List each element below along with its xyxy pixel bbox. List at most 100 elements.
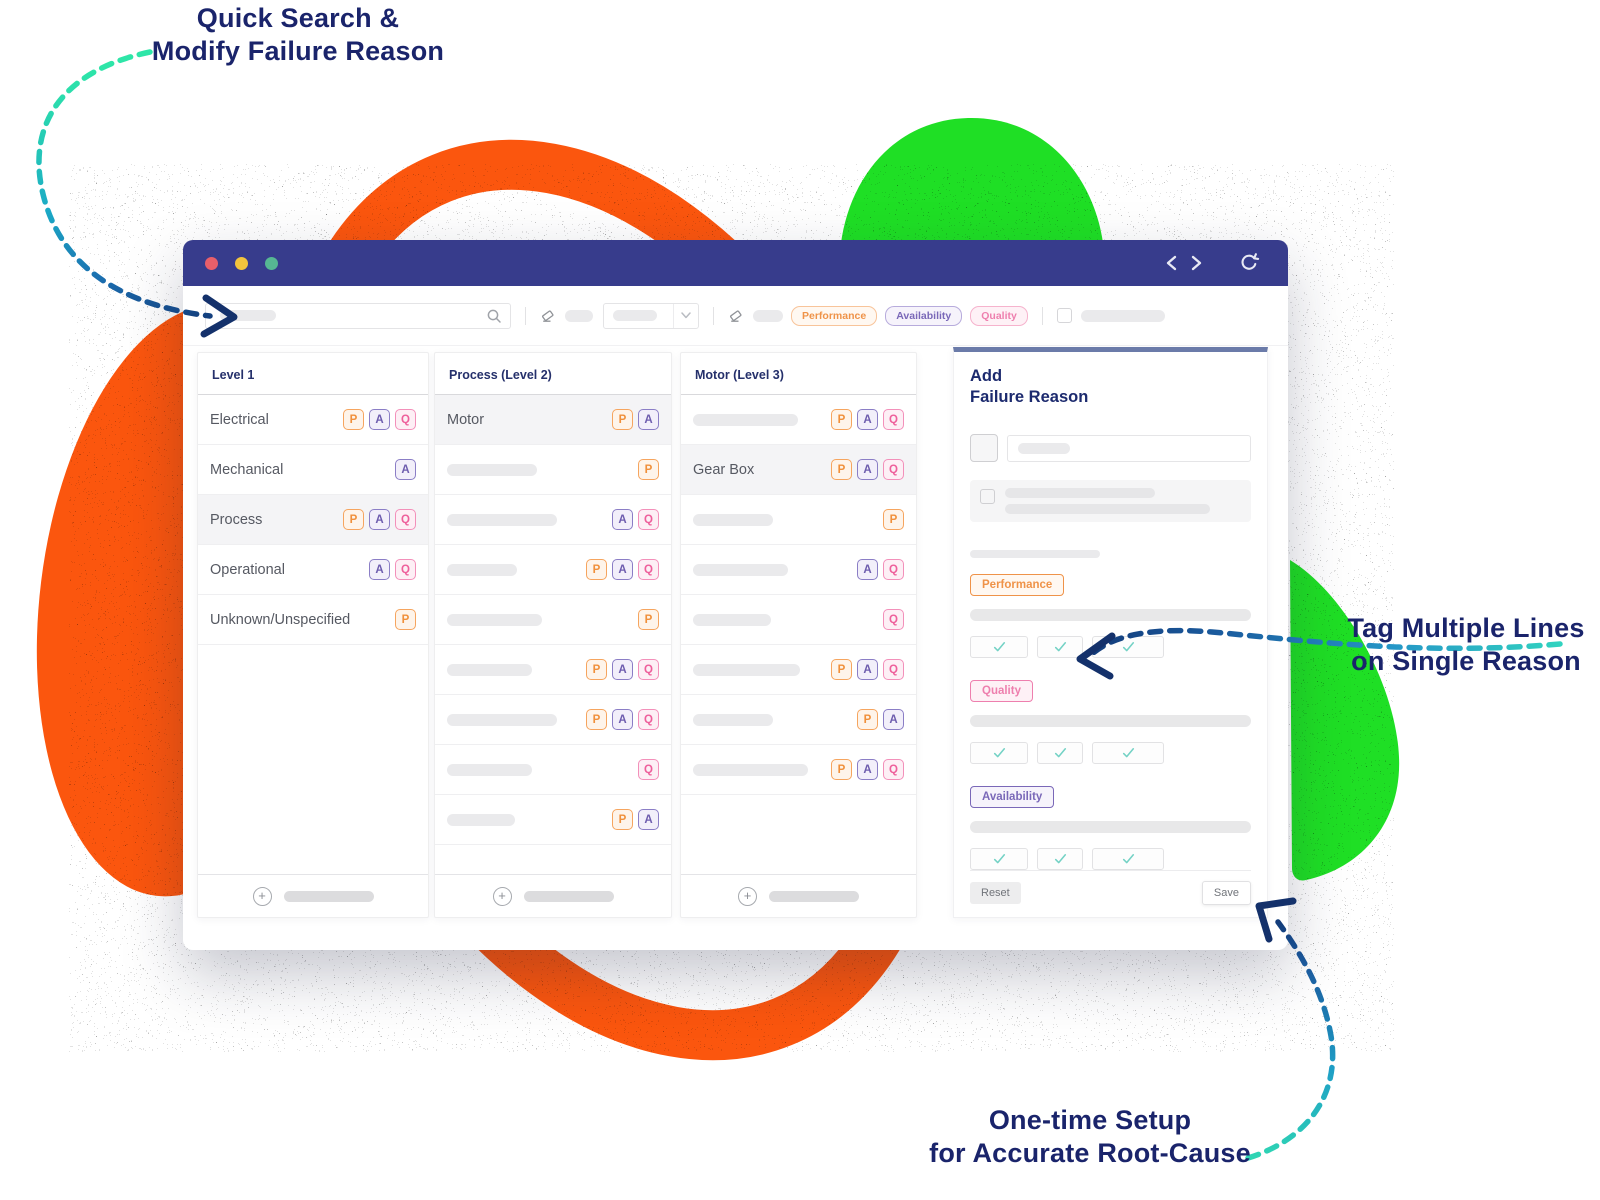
- badge-a: A: [369, 509, 390, 530]
- list-item[interactable]: Gear Box P A Q: [681, 445, 916, 495]
- badge-a: A: [857, 759, 878, 780]
- reason-option-card: [970, 480, 1251, 522]
- option-checkbox[interactable]: [980, 489, 995, 504]
- list-item[interactable]: Electrical P A Q: [198, 395, 428, 445]
- eraser-icon[interactable]: [540, 308, 556, 324]
- badge-p: P: [612, 409, 633, 430]
- zoom-window-button[interactable]: [265, 257, 278, 270]
- reset-button[interactable]: Reset: [970, 882, 1021, 904]
- line-checkbox[interactable]: [1092, 742, 1164, 764]
- filter-tag-availability[interactable]: Availability: [885, 305, 963, 326]
- search-input[interactable]: [205, 302, 511, 329]
- check-icon: [1122, 854, 1134, 864]
- column-footer: +: [681, 874, 916, 917]
- badge-q: Q: [638, 709, 659, 730]
- add-item-button[interactable]: +: [492, 886, 512, 906]
- badge-q: Q: [395, 559, 416, 580]
- line-checkbox[interactable]: [1037, 848, 1083, 870]
- list-item[interactable]: Mechanical A: [198, 445, 428, 495]
- placeholder-pill: [693, 513, 773, 526]
- badge-group: P: [395, 609, 416, 630]
- badge-a: A: [612, 709, 633, 730]
- list-item[interactable]: Q: [681, 595, 916, 645]
- list-item[interactable]: Operational A Q: [198, 545, 428, 595]
- item-label: Operational: [210, 561, 285, 578]
- placeholder-pill: [447, 713, 557, 726]
- badge-group: P: [638, 609, 659, 630]
- filter-tag-performance[interactable]: Performance: [791, 305, 878, 326]
- eraser-icon[interactable]: [728, 308, 744, 324]
- badge-a: A: [857, 659, 878, 680]
- annotation-quick-search: Quick Search & Modify Failure Reason: [118, 2, 478, 68]
- placeholder-bar: [970, 609, 1251, 621]
- line-checkbox[interactable]: [970, 742, 1028, 764]
- add-item-button[interactable]: +: [252, 886, 272, 906]
- badge-a: A: [857, 409, 878, 430]
- line-checkbox[interactable]: [1037, 742, 1083, 764]
- panel-title: Add Failure Reason: [970, 366, 1251, 408]
- list-item[interactable]: Process P A Q: [198, 495, 428, 545]
- line-checkbox[interactable]: [1092, 848, 1164, 870]
- toolbar-checkbox[interactable]: [1056, 308, 1072, 323]
- add-item-button[interactable]: +: [738, 886, 757, 906]
- badge-p: P: [395, 609, 416, 630]
- placeholder-pill: [970, 550, 1100, 558]
- badge-p: P: [638, 609, 659, 630]
- column-rows: Motor P A P A Q P A Q P P A Q P A Q Q P A: [435, 395, 671, 845]
- badge-q: Q: [638, 509, 659, 530]
- reason-name-input[interactable]: [1007, 434, 1251, 462]
- forward-icon[interactable]: [1191, 255, 1202, 271]
- check-icon: [1054, 642, 1066, 652]
- list-item[interactable]: Q: [435, 745, 671, 795]
- filter-tag-quality[interactable]: Quality: [970, 305, 1028, 326]
- list-item[interactable]: Motor P A: [435, 395, 671, 445]
- badge-q: Q: [883, 659, 904, 680]
- list-item[interactable]: P: [435, 445, 671, 495]
- list-item[interactable]: P: [681, 495, 916, 545]
- badge-a: A: [612, 509, 633, 530]
- badge-p: P: [586, 559, 607, 580]
- badge-p: P: [343, 509, 364, 530]
- filter-dropdown[interactable]: [603, 302, 699, 329]
- column-level-1: Level 1 Electrical P A Q Mechanical A Process P…: [197, 352, 429, 918]
- line-checkbox[interactable]: [970, 636, 1028, 658]
- annotation-one-time-setup: One-time Setup for Accurate Root-Cause: [855, 1104, 1325, 1170]
- placeholder-pill: [693, 763, 808, 776]
- item-label: Gear Box: [693, 461, 755, 478]
- close-window-button[interactable]: [205, 257, 218, 270]
- placeholder-pill: [1080, 309, 1165, 322]
- list-item[interactable]: Unknown/Unspecified P: [198, 595, 428, 645]
- annotation-tag-multiple: Tag Multiple Lines on Single Reason: [1330, 612, 1600, 678]
- list-item[interactable]: P: [435, 595, 671, 645]
- green-top-blob: [840, 117, 1104, 252]
- placeholder-pill: [753, 309, 783, 322]
- annotation-line: Tag Multiple Lines: [1347, 613, 1585, 643]
- reason-icon-box[interactable]: [970, 434, 998, 462]
- back-icon[interactable]: [1166, 255, 1177, 271]
- minimize-window-button[interactable]: [235, 257, 248, 270]
- save-button[interactable]: Save: [1201, 881, 1251, 905]
- placeholder-pill: [565, 309, 593, 322]
- line-checkbox[interactable]: [970, 848, 1028, 870]
- column-rows: Electrical P A Q Mechanical A Process P A Q Operat…: [198, 395, 428, 645]
- line-checkbox[interactable]: [1092, 636, 1164, 658]
- check-icon: [993, 748, 1005, 758]
- refresh-icon[interactable]: [1238, 252, 1260, 274]
- badge-q: Q: [883, 559, 904, 580]
- group-tag: Quality: [970, 680, 1033, 702]
- group-tag: Performance: [970, 574, 1065, 596]
- line-checkbox[interactable]: [1037, 636, 1083, 658]
